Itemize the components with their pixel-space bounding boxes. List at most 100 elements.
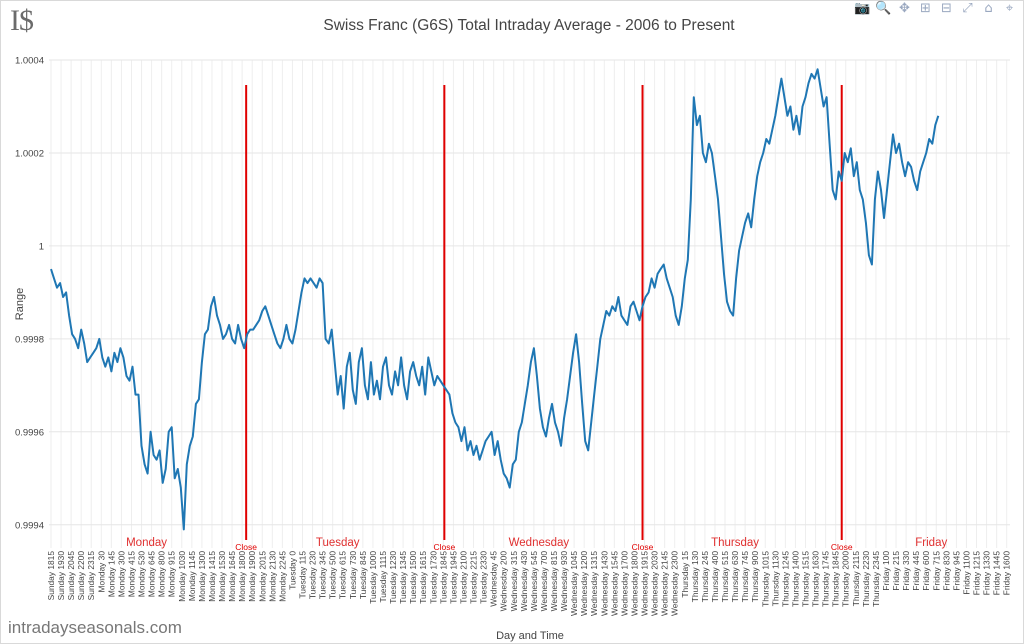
x-tick-label: Wednesday 930: [559, 551, 569, 612]
x-tick-label: Sunday 1815: [46, 551, 56, 601]
x-tick-label: Friday 1445: [992, 551, 1002, 596]
x-tick-label: Sunday 1930: [56, 551, 66, 601]
x-tick-label: Friday 330: [901, 551, 911, 591]
zoom-icon[interactable]: 🔍: [875, 1, 892, 16]
x-tick-label: Thursday 400: [710, 551, 720, 603]
x-tick-label: Monday 30: [96, 551, 106, 593]
x-tick-label: Thursday 1245: [780, 551, 790, 607]
x-tick-label: Sunday 2315: [86, 551, 96, 601]
x-tick-label: Thursday 630: [730, 551, 740, 603]
x-tick-label: Friday 1100: [961, 551, 971, 595]
x-tick-label: Monday 2015: [257, 551, 267, 602]
x-tick-label: Friday 830: [941, 551, 951, 591]
x-tick-label: Sunday 2200: [76, 551, 86, 601]
x-tick-label: Wednesday 1045: [569, 551, 579, 616]
close-marker-label: Close: [831, 542, 853, 552]
x-tick-label: Wednesday 2030: [650, 551, 660, 616]
y-tick-label: 0.9994: [15, 520, 44, 531]
x-tick-label: Wednesday 1700: [619, 551, 629, 616]
x-tick-label: Tuesday 2100: [458, 551, 468, 604]
x-tick-label: Tuesday 2215: [469, 551, 479, 604]
x-tick-label: Monday 1800: [237, 551, 247, 602]
series-line: [50, 68, 940, 531]
x-tick-label: Monday 300: [116, 551, 126, 597]
x-tick-label: Wednesday 315: [509, 551, 519, 612]
day-label: Monday: [126, 537, 167, 549]
x-tick-label: Monday 1145: [187, 551, 197, 601]
x-tick-label: Thursday 1400: [790, 551, 800, 607]
close-marker-label: Close: [632, 542, 654, 552]
x-tick-label: Wednesday 1915: [640, 551, 650, 616]
x-tick-label: Tuesday 1230: [388, 551, 398, 604]
x-tick-label: Thursday 515: [720, 551, 730, 603]
x-tick-label: Thursday 745: [740, 551, 750, 603]
pan-icon[interactable]: ✥: [899, 1, 910, 16]
x-tick-label: Wednesday 545: [529, 551, 539, 612]
x-tick-label: Monday 1300: [197, 551, 207, 602]
x-tick-label: Monday 2245: [277, 551, 287, 602]
x-tick-label: Tuesday 845: [358, 551, 368, 599]
x-tick-label: Thursday 1130: [770, 551, 780, 607]
y-tick-label: 1.0002: [15, 148, 44, 159]
x-tick-label: Friday 1330: [982, 551, 992, 596]
x-tick-label: Friday 600: [921, 551, 931, 591]
x-tick-label: Monday 415: [126, 551, 136, 597]
x-tick-label: Friday 215: [891, 551, 901, 591]
x-tick-label: Wednesday 1430: [599, 551, 609, 616]
x-tick-label: Wednesday 2145: [660, 551, 670, 616]
x-tick-label: Wednesday 1800: [629, 551, 639, 616]
day-label: Wednesday: [509, 537, 570, 549]
x-tick-label: Tuesday 1615: [418, 551, 428, 604]
x-tick-label: Thursday 245: [700, 551, 710, 603]
x-tick-label: Thursday 2345: [871, 551, 881, 607]
x-tick-label: Tuesday 1500: [408, 551, 418, 604]
x-tick-label: Wednesday 1200: [579, 551, 589, 616]
x-tick-label: Friday 1600: [1002, 551, 1012, 596]
close-marker-label: Close: [433, 542, 455, 552]
y-tick-label: 0.9996: [15, 427, 44, 438]
x-axis-title: Day and Time: [496, 630, 564, 642]
zoom-out-icon[interactable]: ⊟: [941, 1, 952, 16]
x-tick-label: Tuesday 1115: [378, 551, 388, 603]
x-tick-label: Tuesday 0: [287, 551, 297, 590]
x-tick-label: Tuesday 115: [298, 551, 308, 599]
spike-lines-icon[interactable]: ⌖: [1005, 1, 1014, 16]
x-tick-label: Wednesday 200: [499, 551, 509, 612]
x-tick-label: Monday 1415: [207, 551, 217, 602]
x-tick-label: Tuesday 1345: [398, 551, 408, 604]
x-tick-label: Thursday 2115: [851, 551, 861, 607]
x-tick-label: Sunday 2045: [66, 551, 76, 601]
x-tick-label: Monday 2130: [267, 551, 277, 602]
x-tick-label: Tuesday 1945: [448, 551, 458, 604]
x-tick-label: Thursday 15: [680, 551, 690, 598]
y-tick-label: 1.0004: [15, 56, 44, 67]
x-tick-label: Wednesday 430: [519, 551, 529, 612]
x-tick-label: Tuesday 1730: [428, 551, 438, 604]
x-tick-label: Tuesday 730: [348, 551, 358, 599]
x-tick-label: Thursday 1845: [831, 551, 841, 607]
autoscale-icon[interactable]: ⤢: [962, 1, 973, 16]
x-tick-label: Friday 945: [951, 551, 961, 591]
x-tick-label: Friday 1215: [972, 551, 982, 596]
home-icon[interactable]: ⌂: [984, 1, 993, 16]
x-tick-label: Tuesday 1000: [368, 551, 378, 604]
camera-icon[interactable]: 📷: [854, 1, 871, 16]
zoom-in-icon[interactable]: ⊞: [920, 1, 931, 16]
x-tick-label: Wednesday 815: [549, 551, 559, 612]
x-tick-label: Wednesday 2300: [670, 551, 680, 616]
x-tick-label: Tuesday 615: [338, 551, 348, 599]
x-tick-label: Monday 1645: [227, 551, 237, 602]
modebar: 📷 🔍 ✥ ⊞ ⊟ ⤢ ⌂ ⌖: [854, 0, 1018, 17]
x-tick-label: Wednesday 700: [539, 551, 549, 612]
chart-title: Swiss Franc (G6S) Total Intraday Average…: [323, 17, 735, 34]
x-tick-label: Tuesday 500: [328, 551, 338, 599]
close-marker-label: Close: [235, 542, 257, 552]
site-logo: I$: [10, 4, 34, 37]
x-tick-label: Tuesday 230: [308, 551, 318, 599]
x-tick-label: Wednesday 1315: [589, 551, 599, 616]
x-tick-label: Monday 1530: [217, 551, 227, 602]
x-tick-label: Thursday 130: [690, 551, 700, 603]
x-tick-label: Wednesday 1545: [609, 551, 619, 616]
day-label: Friday: [915, 537, 947, 549]
